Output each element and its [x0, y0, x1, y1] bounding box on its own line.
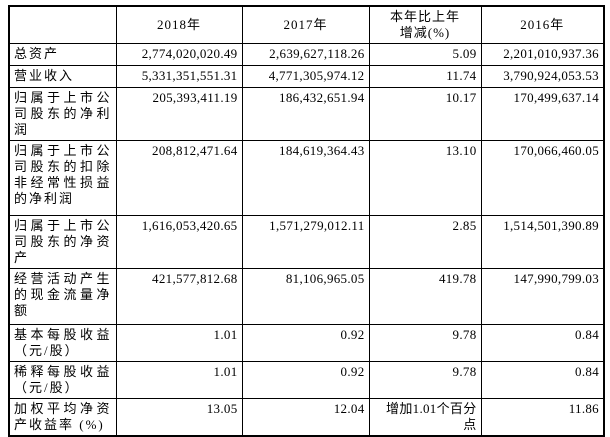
column-header-change: 本年比上年 增减(%)	[368, 5, 482, 44]
value-2018: 208,812,471.64	[115, 140, 243, 216]
row-label: 归属于上市公司股东的净资产	[8, 215, 117, 269]
table-row-net-profit: 归属于上市公司股东的净利润 205,393,411.19 186,432,651…	[8, 87, 605, 141]
table-row-weighted-avg-roe: 加权平均净资产收益率 (%) 13.05 12.04 增加1.01个百分点 11…	[8, 398, 605, 437]
value-2017: 4,771,305,974.12	[241, 65, 370, 88]
value-2017: 186,432,651.94	[241, 87, 370, 141]
row-label: 经营活动产生的现金流量净额	[8, 268, 117, 325]
financial-summary-table: 2018年 2017年 本年比上年 增减(%) 2016年 总资产 2,774,…	[8, 5, 605, 437]
column-header-blank	[8, 5, 117, 44]
value-2017: 2,639,627,118.26	[241, 43, 370, 66]
value-2017: 0.92	[241, 324, 370, 362]
value-2018: 205,393,411.19	[115, 87, 243, 141]
value-change: 9.78	[368, 361, 482, 399]
value-2017: 0.92	[241, 361, 370, 399]
value-2016: 147,990,799.03	[480, 268, 605, 325]
row-label: 稀释每股收益（元/股）	[8, 361, 117, 399]
value-change: 10.17	[368, 87, 482, 141]
table-row-net-assets: 归属于上市公司股东的净资产 1,616,053,420.65 1,571,279…	[8, 215, 605, 269]
value-2018: 1,616,053,420.65	[115, 215, 243, 269]
value-2017: 12.04	[241, 398, 370, 437]
table-row-net-profit-deducted: 归属于上市公司股东的扣除非经常性损益的净利润 208,812,471.64 18…	[8, 140, 605, 216]
value-2018: 421,577,812.68	[115, 268, 243, 325]
row-label: 加权平均净资产收益率 (%)	[8, 398, 117, 437]
table-row-operating-cash-flow: 经营活动产生的现金流量净额 421,577,812.68 81,106,965.…	[8, 268, 605, 325]
value-2017: 184,619,364.43	[241, 140, 370, 216]
value-2016: 170,499,637.14	[480, 87, 605, 141]
value-2016: 11.86	[480, 398, 605, 437]
row-label: 归属于上市公司股东的扣除非经常性损益的净利润	[8, 140, 117, 216]
value-change: 9.78	[368, 324, 482, 362]
column-header-2017: 2017年	[241, 5, 370, 44]
table-row-revenue: 营业收入 5,331,351,551.31 4,771,305,974.12 1…	[8, 65, 605, 88]
value-change: 增加1.01个百分点	[368, 398, 482, 437]
value-2016: 3,790,924,053.53	[480, 65, 605, 88]
key-figures-table: 2018年 2017年 本年比上年 增减(%) 2016年 总资产 2,774,…	[8, 5, 605, 437]
table-row-total-assets: 总资产 2,774,020,020.49 2,639,627,118.26 5.…	[8, 43, 605, 66]
value-change: 5.09	[368, 43, 482, 66]
row-label: 营业收入	[8, 65, 117, 88]
value-2018: 1.01	[115, 361, 243, 399]
table-row-diluted-eps: 稀释每股收益（元/股） 1.01 0.92 9.78 0.84	[8, 361, 605, 399]
value-2016: 170,066,460.05	[480, 140, 605, 216]
value-2017: 1,571,279,012.11	[241, 215, 370, 269]
value-2018: 1.01	[115, 324, 243, 362]
value-change: 11.74	[368, 65, 482, 88]
table-row-basic-eps: 基本每股收益（元/股） 1.01 0.92 9.78 0.84	[8, 324, 605, 362]
value-change: 2.85	[368, 215, 482, 269]
value-2018: 5,331,351,551.31	[115, 65, 243, 88]
column-header-2018: 2018年	[115, 5, 243, 44]
row-label: 归属于上市公司股东的净利润	[8, 87, 117, 141]
value-2017: 81,106,965.05	[241, 268, 370, 325]
value-change: 13.10	[368, 140, 482, 216]
value-2016: 1,514,501,390.89	[480, 215, 605, 269]
column-header-2016: 2016年	[480, 5, 605, 44]
row-label: 总资产	[8, 43, 117, 66]
value-2016: 2,201,010,937.36	[480, 43, 605, 66]
value-2018: 2,774,020,020.49	[115, 43, 243, 66]
row-label: 基本每股收益（元/股）	[8, 324, 117, 362]
header-row: 2018年 2017年 本年比上年 增减(%) 2016年	[8, 5, 605, 44]
value-change: 419.78	[368, 268, 482, 325]
value-2016: 0.84	[480, 361, 605, 399]
value-2018: 13.05	[115, 398, 243, 437]
value-2016: 0.84	[480, 324, 605, 362]
